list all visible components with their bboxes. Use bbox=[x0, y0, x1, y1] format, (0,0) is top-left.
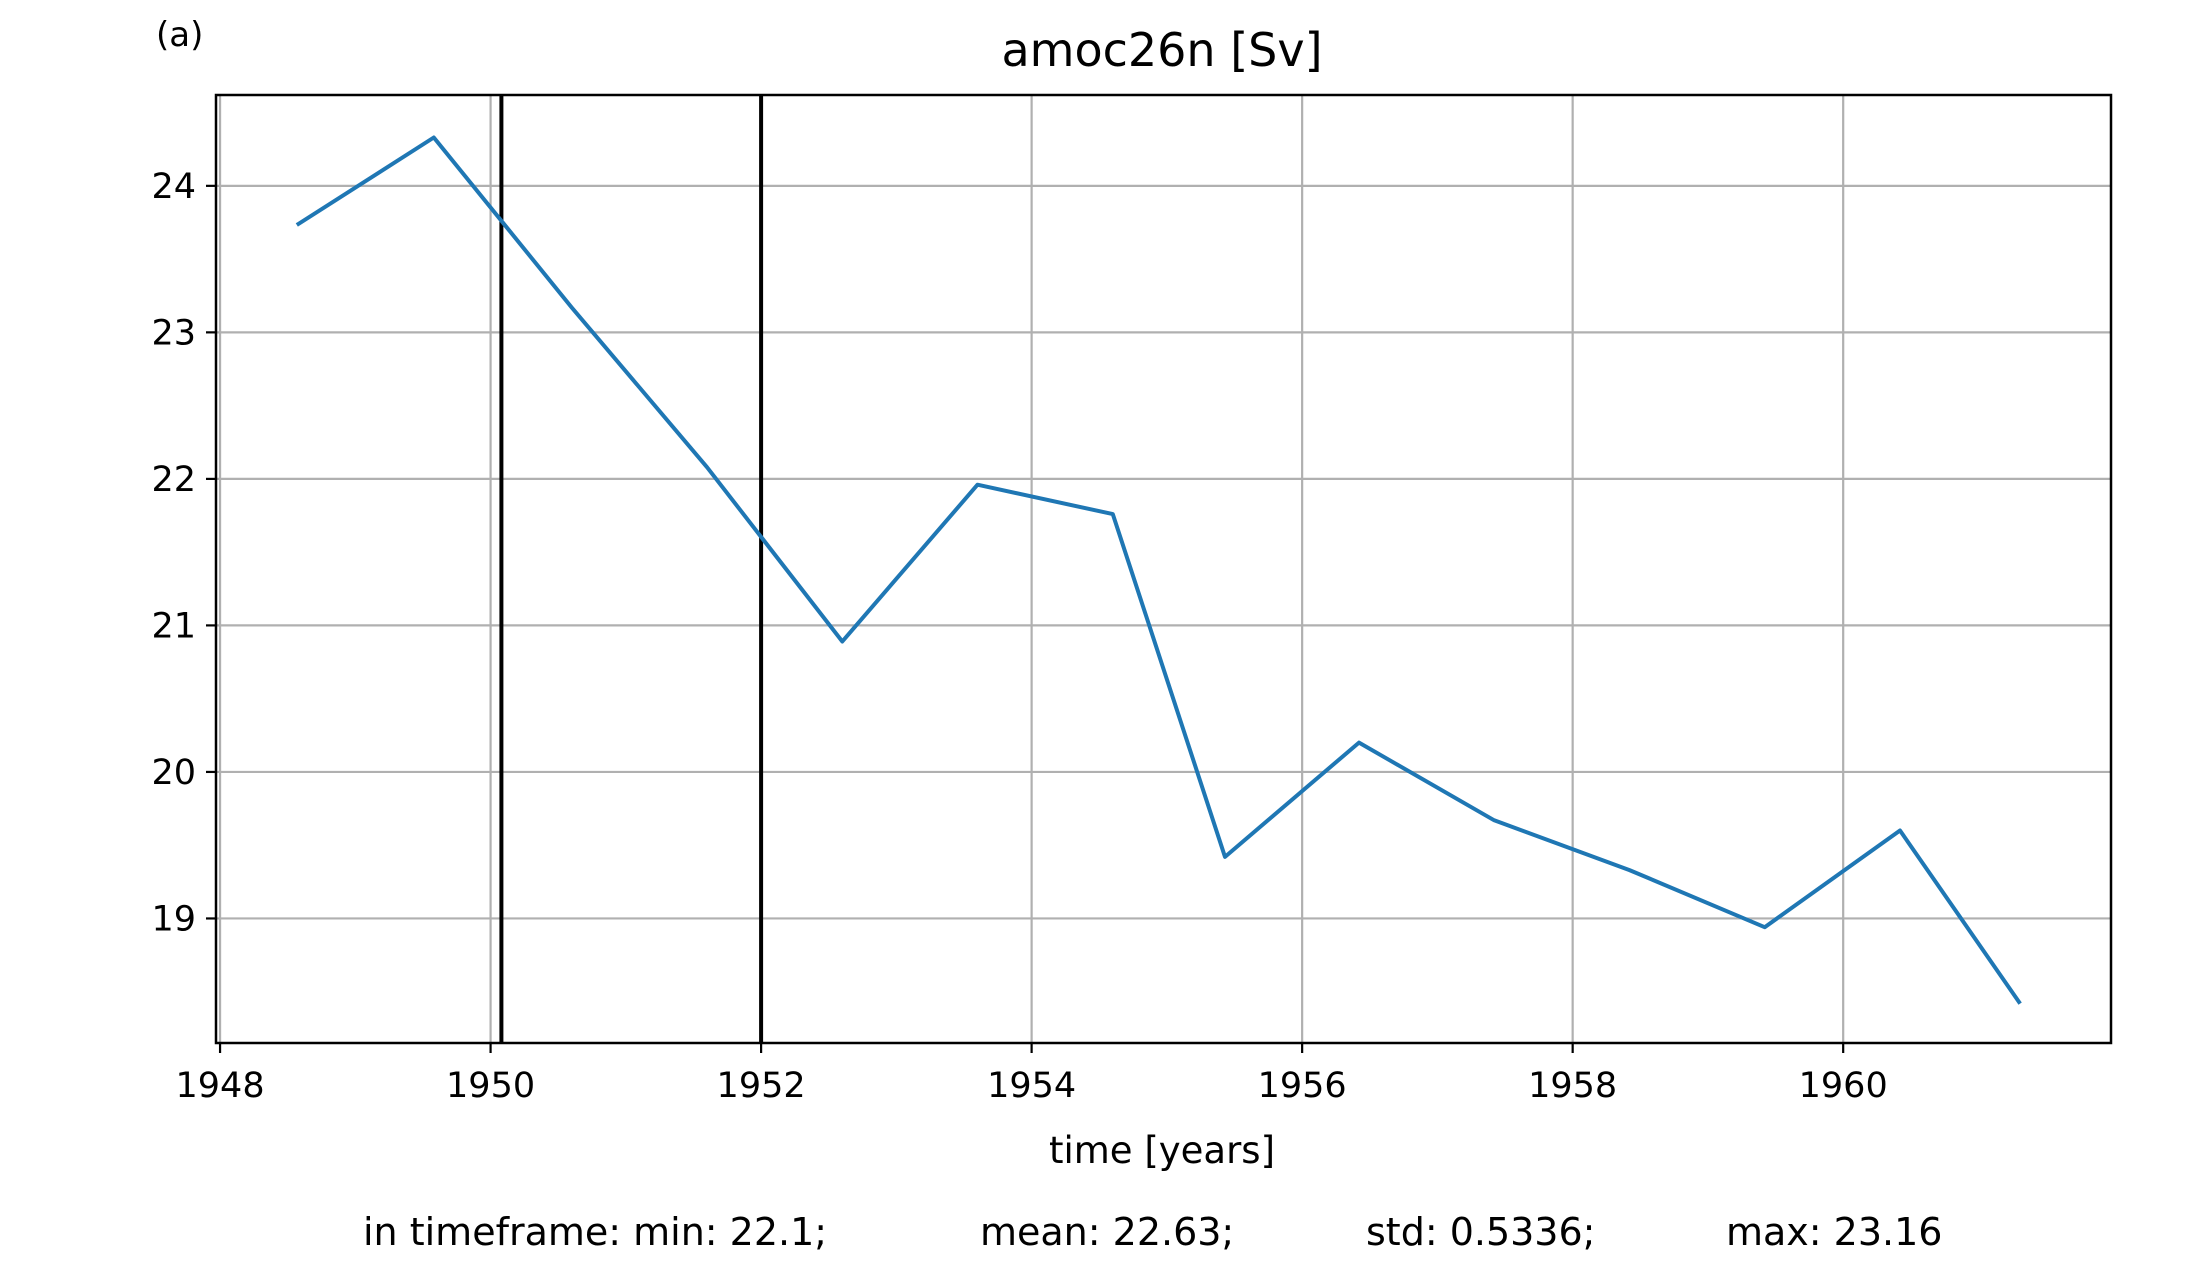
chart-title: amoc26n [Sv] bbox=[1001, 23, 1322, 77]
x-tick-label: 1948 bbox=[176, 1066, 265, 1106]
y-tick-label: 23 bbox=[151, 313, 196, 353]
plot-frame bbox=[214, 93, 2113, 1045]
x-axis: 1948 1950 1952 1954 1956 1958 1960 bbox=[176, 1043, 1888, 1106]
y-axis: 19 20 21 22 23 24 bbox=[151, 167, 216, 939]
x-tick-label: 1952 bbox=[717, 1066, 806, 1106]
stats-max: max: 23.16 bbox=[1726, 1210, 1942, 1254]
y-tick-label: 19 bbox=[151, 899, 196, 939]
y-tick-label: 20 bbox=[151, 753, 196, 793]
x-tick-label: 1954 bbox=[987, 1066, 1076, 1106]
stats-min: in timeframe: min: 22.1; bbox=[363, 1210, 827, 1254]
vertical-markers bbox=[499, 95, 764, 1043]
y-tick-label: 24 bbox=[151, 167, 196, 207]
x-tick-label: 1950 bbox=[446, 1066, 535, 1106]
series-group bbox=[295, 135, 2022, 1005]
panel-label: (a) bbox=[156, 15, 203, 55]
stats-mean: mean: 22.63; bbox=[980, 1210, 1234, 1254]
y-tick-label: 21 bbox=[151, 606, 196, 646]
x-tick-label: 1958 bbox=[1528, 1066, 1617, 1106]
series-line bbox=[295, 135, 2022, 1005]
x-axis-label: time [years] bbox=[1049, 1129, 1275, 1172]
stats-std: std: 0.5336; bbox=[1366, 1210, 1595, 1254]
y-tick-label: 22 bbox=[151, 460, 196, 500]
x-tick-label: 1960 bbox=[1799, 1066, 1888, 1106]
x-tick-label: 1956 bbox=[1258, 1066, 1347, 1106]
